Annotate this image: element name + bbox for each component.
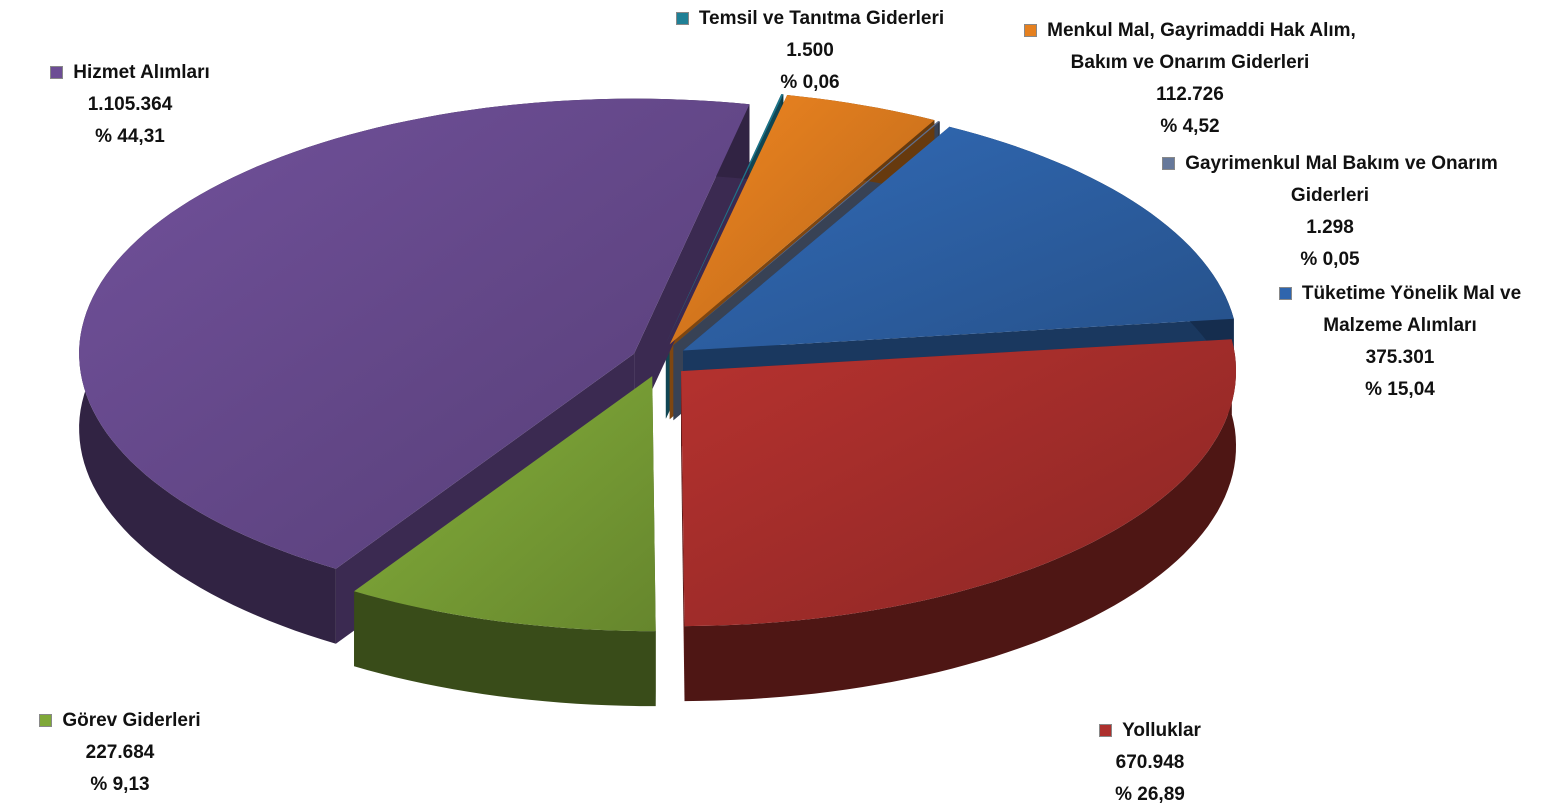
value-label: 375.301 [1365,347,1435,368]
legend-marker [1162,157,1176,170]
legend-marker [39,714,53,727]
percent-label: % 4,52 [1160,116,1220,137]
value-label: 1.105.364 [87,94,173,115]
data-label: Hizmet Alımları 1.105.364 % 44,31 [0,57,260,153]
label-name: Tüketime Yönelik Mal ve Malzeme Alımları [1240,278,1560,342]
slice [669,95,935,345]
category-label: Tüketime Yönelik Mal ve Malzeme Alımları [1301,283,1522,336]
slice [665,94,784,344]
slice [354,376,656,632]
slice-side [681,371,685,702]
category-label: Hizmet Alımları [73,62,210,83]
data-label: Yolluklar 670.948 % 26,89 [1020,715,1280,811]
value-label: 227.684 [85,742,155,763]
slice-side [634,104,750,429]
legend-marker [1024,24,1038,37]
slice [681,339,1236,627]
percent-label: % 0,05 [1300,249,1360,270]
value-label: 670.948 [1115,752,1185,773]
data-label: Menkul Mal, Gayrimaddi Hak Alım, Bakım v… [1000,15,1380,143]
value-label: 1.500 [786,40,834,61]
legend-marker [50,66,64,79]
label-name: Temsil ve Tanıtma Giderleri [630,3,990,35]
category-label: Yolluklar [1122,720,1201,741]
label-name: Görev Giderleri [0,705,240,737]
percent-label: % 15,04 [1365,379,1435,400]
legend-marker [1278,287,1292,300]
data-label: Temsil ve Tanıtma Giderleri 1.500 % 0,06 [630,3,990,99]
label-name: Hizmet Alımları [0,57,260,89]
slice-wall [354,591,656,707]
category-label: Gayrimenkul Mal Bakım ve Onarım Giderler… [1185,153,1498,206]
data-label: Gayrimenkul Mal Bakım ve Onarım Giderler… [1160,148,1500,276]
slice [673,121,940,346]
slice [683,126,1234,351]
percent-label: % 9,13 [90,774,150,795]
data-label: Görev Giderleri 227.684 % 9,13 [0,705,240,801]
category-label: Görev Giderleri [62,710,201,731]
slice [79,98,750,569]
slice-wall [684,339,1236,702]
legend-marker [1099,724,1113,737]
label-name: Menkul Mal, Gayrimaddi Hak Alım, Bakım v… [1000,15,1380,79]
category-label: Temsil ve Tanıtma Giderleri [698,8,945,29]
data-label: Tüketime Yönelik Mal ve Malzeme Alımları… [1240,278,1560,406]
legend-marker [675,12,689,25]
value-label: 112.726 [1156,84,1224,105]
category-label: Menkul Mal, Gayrimaddi Hak Alım, Bakım v… [1047,20,1356,73]
label-name: Gayrimenkul Mal Bakım ve Onarım Giderler… [1160,148,1500,212]
percent-label: % 0,06 [780,72,840,93]
value-label: 1.298 [1306,217,1354,238]
label-name: Yolluklar [1020,715,1280,747]
percent-label: % 26,89 [1115,784,1185,805]
percent-label: % 44,31 [95,126,165,147]
